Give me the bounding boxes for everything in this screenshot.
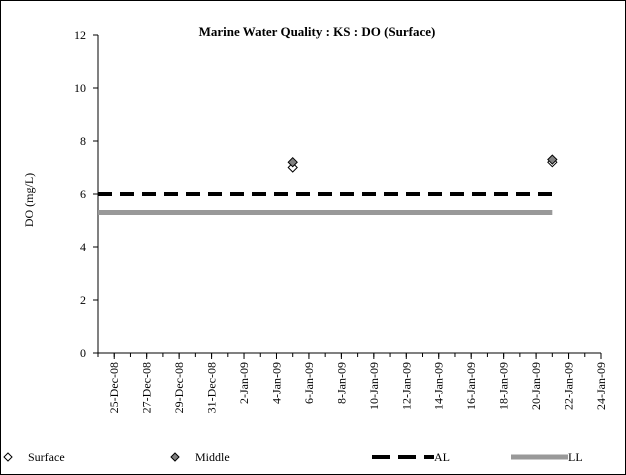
point-middle <box>287 156 298 168</box>
legend-label-al: AL <box>434 450 450 464</box>
y-tick-label: 8 <box>80 134 86 148</box>
legend: Surface Middle AL LL <box>3 450 583 464</box>
legend-label-surface: Surface <box>28 450 65 464</box>
x-tick-label: 27-Dec-08 <box>140 362 154 413</box>
x-tick-label: 18-Jan-09 <box>497 362 511 410</box>
point-middle <box>547 154 558 165</box>
x-tick-label: 31-Dec-08 <box>205 362 219 413</box>
y-tick-label: 10 <box>74 81 86 95</box>
x-tick-label: 2-Jan-09 <box>237 362 251 404</box>
x-tick-label: 12-Jan-09 <box>399 362 413 410</box>
x-tick-label: 6-Jan-09 <box>302 362 316 404</box>
legend-label-ll: LL <box>568 450 583 464</box>
x-tick-label: 29-Dec-08 <box>172 362 186 413</box>
y-tick-label: 4 <box>80 240 86 254</box>
x-tick-label: 16-Jan-09 <box>464 362 478 410</box>
axes: 0 2 4 6 8 10 12 25-Dec-08 27-Dec-08 29-Dec-08 31-D… <box>74 28 608 413</box>
y-tick-label: 0 <box>80 346 86 360</box>
x-tick-label: 8-Jan-09 <box>334 362 348 404</box>
plot-area <box>98 154 558 216</box>
chart-title: Marine Water Quality : KS : DO (Surface) <box>199 24 436 39</box>
x-tick-label: 22-Jan-09 <box>562 362 576 410</box>
x-tick-label: 20-Jan-09 <box>529 362 543 410</box>
y-axis-label: DO (mg/L) <box>22 173 36 227</box>
x-tick-label: 10-Jan-09 <box>367 362 381 410</box>
x-tick-label: 14-Jan-09 <box>432 362 446 410</box>
legend-symbol-surface <box>3 452 13 462</box>
point-surface <box>287 162 298 173</box>
legend-symbol-middle <box>170 452 180 462</box>
y-tick-label: 6 <box>80 187 86 201</box>
legend-label-middle: Middle <box>195 450 230 464</box>
y-tick-label: 2 <box>80 293 86 307</box>
x-tick-label: 4-Jan-09 <box>269 362 283 404</box>
y-tick-label: 12 <box>74 28 86 42</box>
x-tick-label: 24-Jan-09 <box>594 362 608 410</box>
x-tick-label: 25-Dec-08 <box>107 362 121 413</box>
